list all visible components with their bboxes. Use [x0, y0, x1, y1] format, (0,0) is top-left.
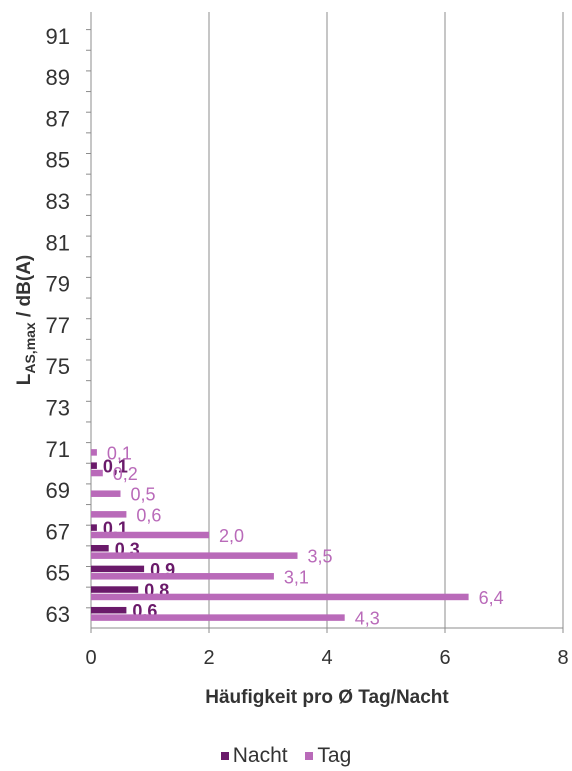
legend-label-nacht: Nacht	[232, 744, 288, 767]
x-tick-label-4: 4	[321, 647, 332, 669]
y-axis-title: LAS,max / dB(A)	[14, 255, 38, 386]
data-label-tag-67: 2,0	[219, 526, 244, 546]
y-tick-label-83: 83	[46, 189, 70, 214]
data-label-tag-64: 6,4	[479, 588, 504, 608]
y-tick-label-89: 89	[46, 65, 70, 90]
y-tick-label-85: 85	[46, 148, 70, 173]
legend-swatch-tag	[305, 752, 314, 760]
y-tick-label-75: 75	[46, 354, 70, 379]
bar-tag-67	[91, 531, 209, 539]
bar-nacht-65	[91, 565, 145, 573]
data-label-tag-71: 0,1	[107, 443, 132, 463]
x-tick-label-6: 6	[439, 647, 450, 669]
legend-item-nacht: Nacht	[220, 744, 288, 768]
y-tick-label-77: 77	[46, 313, 70, 338]
x-tick-label-8: 8	[557, 647, 568, 669]
legend-label-tag: Tag	[317, 744, 352, 767]
legend-item-tag: Tag	[305, 744, 351, 768]
bar-nacht-70	[91, 462, 97, 469]
y-tick-label-71: 71	[46, 437, 70, 462]
bar-nacht-64	[91, 586, 139, 593]
bar-tag-63	[91, 614, 345, 621]
y-tick-label-73: 73	[46, 396, 70, 421]
data-label-nacht-70: 0,1	[103, 457, 128, 477]
data-label-tag-65: 3,1	[284, 567, 309, 587]
data-label-tag-63: 4,3	[355, 609, 380, 629]
chart-legend: Nacht Tag	[0, 744, 572, 768]
y-tick-label-79: 79	[46, 272, 70, 297]
bar-tag-66	[91, 552, 298, 559]
bar-tag-69	[91, 490, 121, 497]
y-tick-label-81: 81	[46, 230, 70, 255]
data-label-tag-68: 0,6	[136, 505, 161, 525]
y-tick-label-87: 87	[46, 106, 70, 131]
bar-tag-70	[91, 469, 103, 477]
data-label-tag-66: 3,5	[308, 547, 333, 567]
bar-tag-65	[91, 573, 274, 580]
y-tick-label-65: 65	[46, 561, 70, 586]
bar-nacht-63	[91, 606, 127, 614]
y-tick-label-67: 67	[46, 519, 70, 544]
bar-nacht-66	[91, 545, 109, 552]
data-label-tag-69: 0,5	[131, 485, 156, 505]
x-axis-title: Häufigkeit pro Ø Tag/Nacht	[205, 687, 449, 708]
y-tick-label-63: 63	[46, 602, 70, 627]
bar-tag-64	[91, 593, 469, 601]
bar-tag-68	[91, 511, 127, 518]
x-tick-label-0: 0	[85, 647, 96, 669]
bar-nacht-67	[91, 524, 97, 531]
legend-swatch-nacht	[220, 752, 229, 760]
y-tick-label-91: 91	[46, 24, 70, 49]
bar-tag-71	[91, 449, 97, 456]
data-label-tag-70: 0,2	[113, 464, 138, 484]
y-tick-label-69: 69	[46, 478, 70, 503]
x-tick-label-2: 2	[203, 647, 214, 669]
